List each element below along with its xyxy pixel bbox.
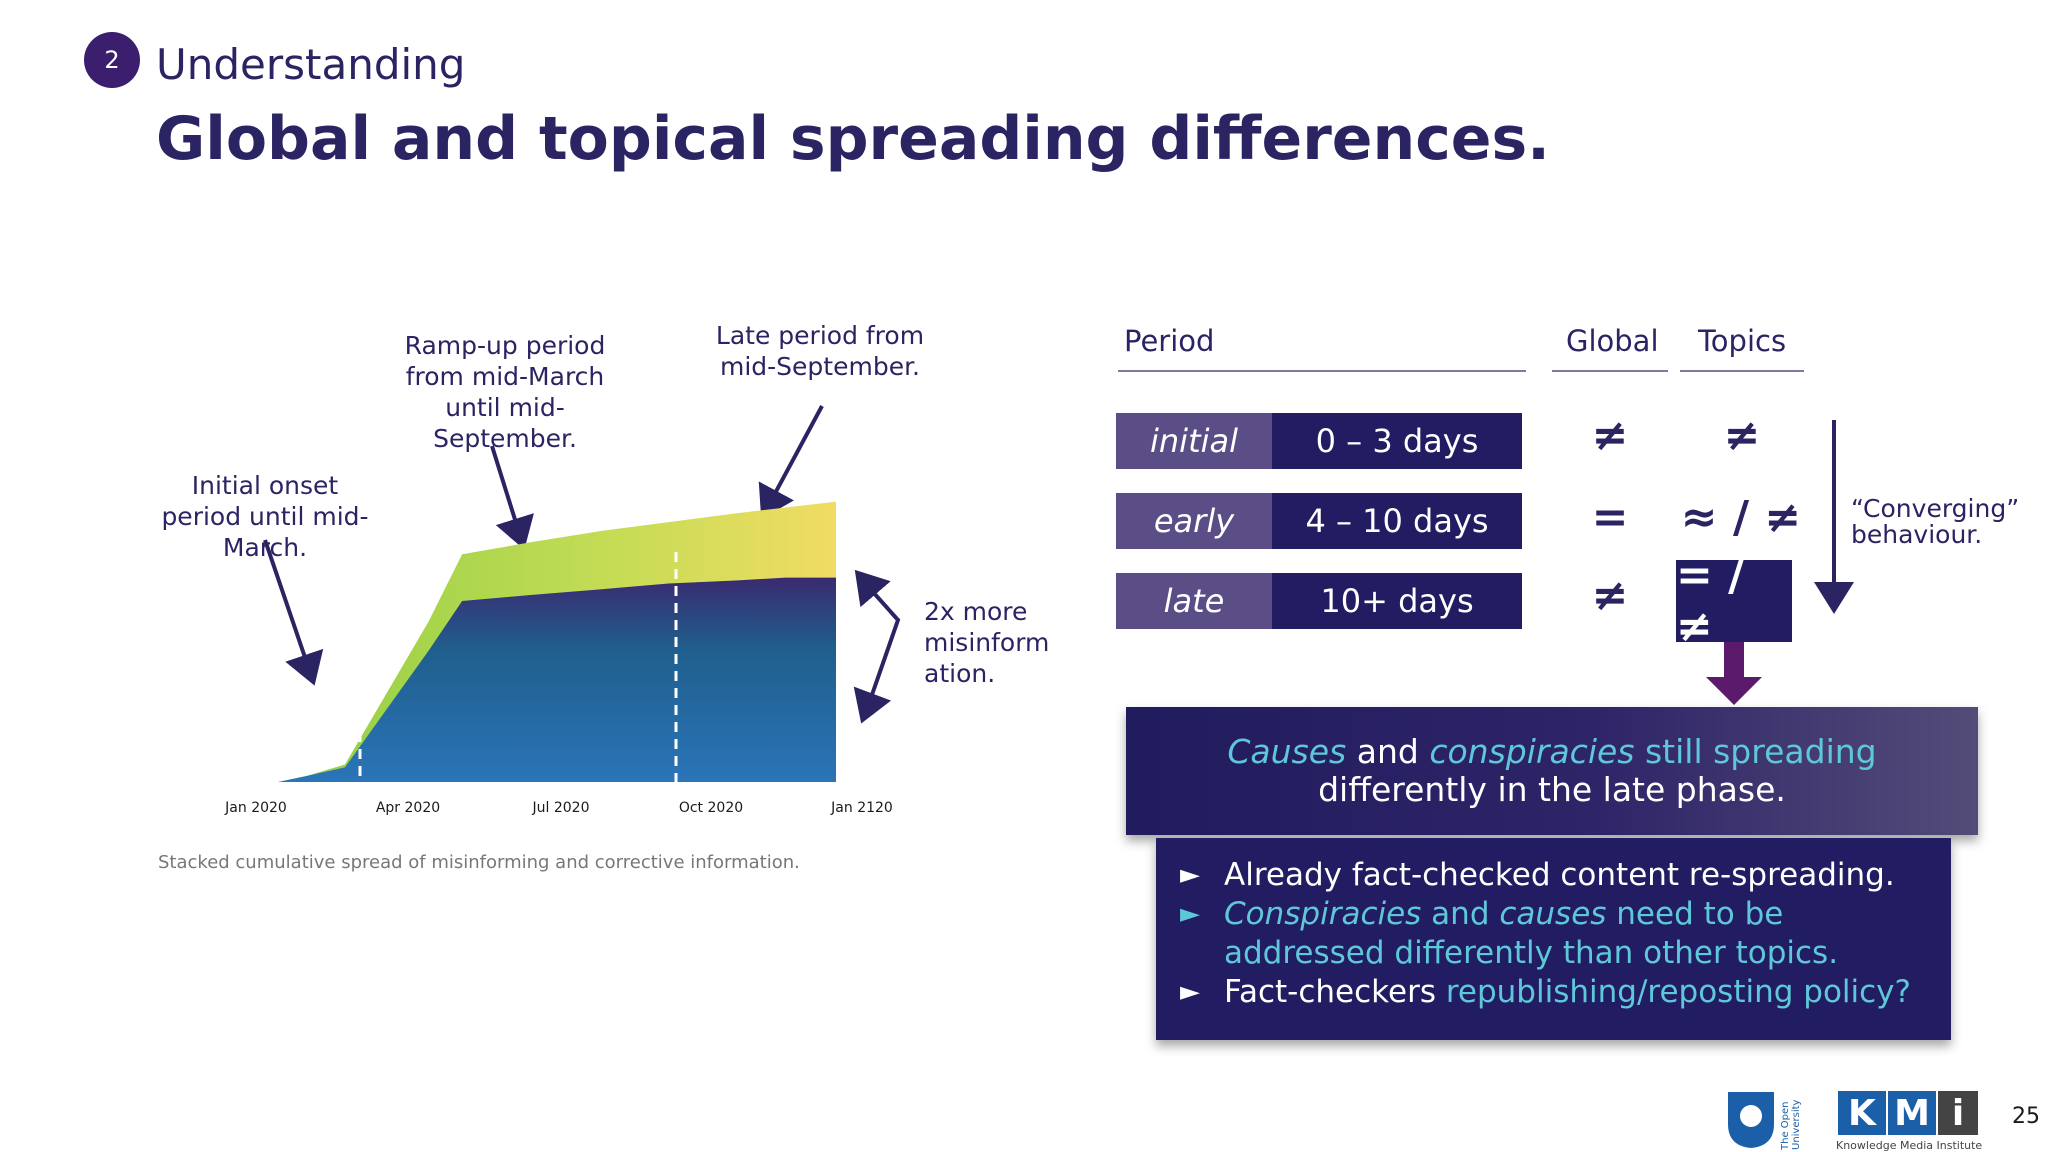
bullet-marker-icon: ► [1180,899,1200,929]
bullet-text: Fact-checkers republishing/reposting pol… [1224,973,1911,1012]
row-late-range: 10+ days [1272,573,1522,629]
callout-arrow-head [1706,677,1762,705]
row-early-topics: ≈ / ≠ [1680,492,1802,543]
bullet-text-part: and [1421,896,1500,932]
bullet-highlight: republishing/reposting policy? [1445,974,1911,1010]
x-tick-label: Oct 2020 [679,800,743,816]
section-number-badge: 2 [84,32,140,88]
row-initial-global: ≠ [1591,410,1629,461]
bullet-text: Already fact-checked content re-spreadin… [1224,857,1895,893]
banner-text-3: differently in the late phase. [1318,770,1786,809]
annotation-rampup-period: Ramp-up period from mid-March until mid-… [404,331,606,453]
bullet-text-part: need to be addressed differently than ot… [1224,896,1839,971]
open-university-shield-icon [1728,1092,1774,1148]
row-initial-topics: ≠ [1723,410,1761,461]
row-early-label: early [1116,493,1272,549]
open-university-label: The Open University [1780,1099,1802,1150]
brace-arrow-bottom [853,686,892,724]
annotation-late-period: Late period from mid-September. [715,321,925,381]
row-late-topics-highlight: = / ≠ [1676,550,1792,652]
bullet-word-conspiracies: Conspiracies [1224,896,1422,932]
banner-text-2 [1634,732,1645,771]
banner-word-causes: Causes [1227,732,1347,771]
x-tick-label: Jan 2020 [224,800,287,816]
key-finding-banner: Causes and conspiracies still spreading … [1126,707,1978,835]
kmi-logo-k: K [1838,1091,1886,1135]
row-late-label: late [1116,573,1272,629]
slide-title: Global and topical spreading differences… [156,104,1550,174]
annotation-initial-period: Initial onset period until mid-March. [161,471,369,562]
bullet-item: ► Conspiracies and causes need to be add… [1180,895,1931,973]
page-number: 25 [2012,1104,2040,1129]
banner-word-conspiracies: conspiracies [1429,732,1635,771]
row-late-global: ≠ [1591,570,1629,621]
annotation-2x-more: 2x more misinform ation. [924,597,1050,688]
bullet-text: Conspiracies and causes need to be addre… [1224,895,1931,973]
section-name: Understanding [156,40,466,89]
x-tick-label: Apr 2020 [376,800,440,816]
row-early-range: 4 – 10 days [1272,493,1522,549]
bullet-word-causes: causes [1499,896,1607,932]
header-topics: Topics [1698,324,1787,358]
chart-caption: Stacked cumulative spread of misinformin… [158,852,800,873]
arrow-initial [263,539,324,686]
header-global-underline [1552,370,1668,372]
converging-behaviour-label: “Converging” behaviour. [1851,494,2020,549]
arrow-late [758,405,824,520]
bullet-text-part: Fact-checkers [1224,974,1446,1010]
bullet-marker-icon: ► [1180,977,1200,1007]
banner-text-1: and [1346,732,1430,771]
bullet-item: ► Fact-checkers republishing/reposting p… [1180,973,1931,1012]
bullet-item: ► Already fact-checked content re-spread… [1180,856,1931,895]
kmi-subtitle: Knowledge Media Institute [1836,1139,1983,1152]
arrow-rampup [490,445,534,550]
kmi-logo-i: i [1938,1091,1978,1135]
header-global: Global [1566,324,1659,358]
brace-arrow-top [854,569,891,608]
x-tick-label: Jan 2120 [830,800,893,816]
kmi-logo-m: M [1888,1091,1936,1135]
area-series-misinforming [278,577,836,782]
header-period: Period [1124,324,1215,358]
row-early-global: = [1591,492,1629,543]
header-topics-underline [1680,370,1804,372]
callout-arrow-stem [1724,641,1744,679]
bullet-marker-icon: ► [1180,860,1200,890]
stacked-area-chart: Jan 2020 Apr 2020 Jul 2020 Oct 2020 Jan 2120 [224,501,893,816]
x-tick-label: Jul 2020 [532,800,590,816]
banner-still-spreading: still spreading [1644,732,1877,771]
kmi-logo: K M i [1838,1091,1978,1135]
header-period-underline [1118,370,1526,372]
row-initial-label: initial [1116,413,1272,469]
implications-list: ► Already fact-checked content re-spread… [1156,838,1951,1040]
row-initial-range: 0 – 3 days [1272,413,1522,469]
